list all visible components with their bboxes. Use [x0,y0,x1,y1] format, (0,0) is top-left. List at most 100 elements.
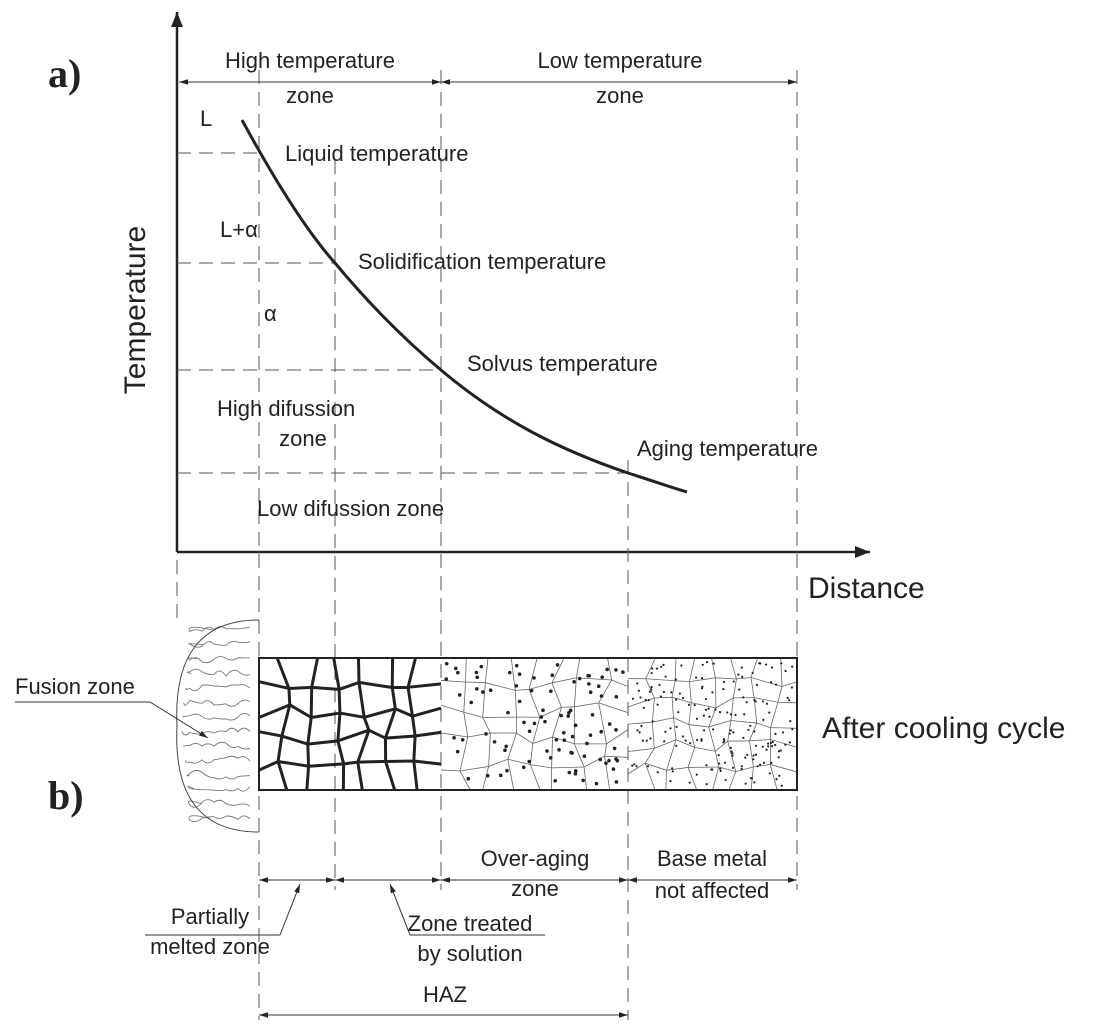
grain [545,749,549,753]
grain [568,708,573,713]
grain [762,718,765,722]
grain [737,673,740,676]
grain [722,687,725,691]
grain [598,757,603,762]
grain [768,711,771,714]
grain [705,783,708,786]
grain [696,738,699,742]
grain [485,773,490,778]
grain [755,683,759,687]
grain [474,670,479,675]
grain [453,666,458,671]
grain [701,677,704,680]
region-arrows [145,877,797,1018]
grain [779,749,782,752]
grain [722,741,725,744]
grain [726,711,729,714]
grain [740,765,743,768]
grain [607,758,611,763]
grain [614,694,619,699]
grain [700,687,704,690]
zone-label: Low temperature [537,48,702,73]
grain [669,780,672,783]
grain [754,753,758,756]
grain [636,729,639,732]
grain [187,785,251,792]
grain [752,758,755,761]
grain [631,764,634,767]
grain [481,690,485,694]
grain [596,684,601,689]
grain [744,756,747,759]
grain [638,731,641,734]
grain [553,778,557,783]
grain [774,732,777,736]
cooling-curve [240,119,688,494]
grain [671,767,674,770]
grain [599,729,604,734]
grain [704,708,708,711]
grain [543,719,547,724]
grain [753,781,756,784]
grain [452,736,456,740]
temperature-label: Liquid temperature [285,141,468,166]
grain [517,672,522,676]
grain [731,766,735,769]
grain [671,770,674,773]
grain [479,664,484,669]
grain [631,697,635,700]
grain [186,769,251,780]
grain [771,740,774,743]
zone-label: zone [596,83,644,108]
grain [712,728,715,731]
phase-label: L [200,106,212,131]
grain [573,723,578,728]
grain [681,735,685,738]
grain [729,713,733,716]
grain [752,754,755,757]
grain [681,696,685,700]
fusion-zone-label: Fusion zone [15,674,135,699]
grain [569,750,573,755]
region-label: Over-aging [481,846,590,871]
grain [637,689,640,692]
grain [701,663,704,666]
grain [753,698,756,702]
grain [460,737,465,742]
grain [675,698,678,701]
grain [582,754,587,758]
grain [492,740,497,744]
grain [786,696,789,700]
weld-bar [258,657,798,791]
grain [734,713,737,717]
grain [740,767,743,771]
grain [614,757,618,761]
grain [711,691,714,694]
phase-label: α [264,301,277,326]
grain [648,690,652,693]
grain [675,744,678,747]
grain [572,680,576,684]
grain [732,680,735,683]
grain [729,729,732,732]
grain [521,765,526,770]
grain [662,690,665,694]
grain [557,747,561,752]
caption: After cooling cycle [822,712,1065,745]
grain [708,715,711,718]
grain [186,668,251,677]
grain [790,686,794,689]
grain [758,662,761,665]
grain [662,663,665,666]
grain [656,771,659,774]
grain [570,734,575,739]
grain [614,728,618,732]
grain [731,752,734,755]
grain [505,768,509,773]
grain [507,670,512,675]
grain [743,713,746,716]
grain [759,763,762,766]
grain [744,782,747,785]
diffusion-label: Low difussion zone [257,496,444,521]
microstructure [181,626,798,823]
